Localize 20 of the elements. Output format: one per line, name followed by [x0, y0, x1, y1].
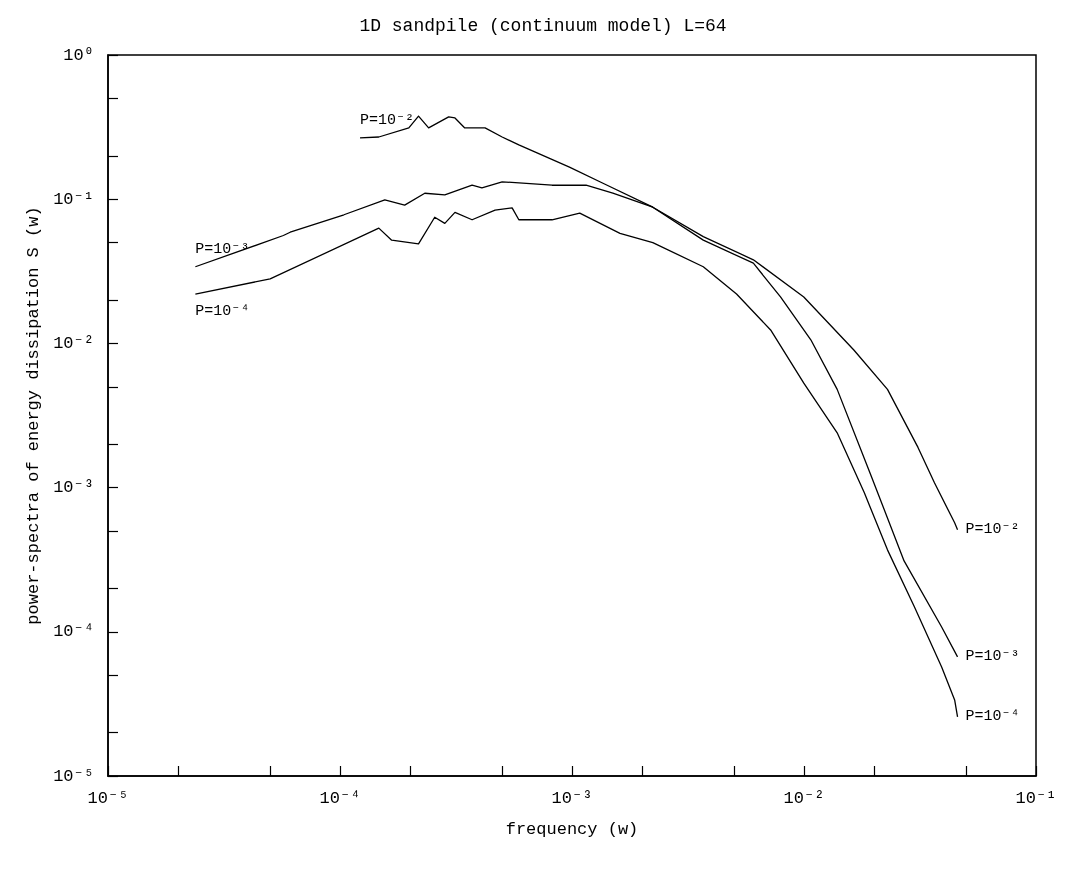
x-tick-label: 10⁻³	[551, 789, 593, 808]
x-tick-label: 10⁻¹	[1015, 789, 1057, 808]
y-tick-label: 10⁻⁴	[53, 622, 94, 642]
series-label: P=10⁻⁴	[965, 708, 1020, 726]
text: P=10⁻³	[965, 648, 1020, 666]
series-label: P=10⁻²	[360, 111, 415, 129]
series-label: P=10⁻³	[195, 240, 250, 258]
y-tick-label: 10⁻⁵	[53, 766, 94, 786]
x-tick-label: 10⁻²	[783, 789, 825, 808]
chart-title: 1D sandpile (continuum model) L=64	[359, 16, 727, 36]
y-tick-label: 10⁻²	[53, 333, 94, 353]
x-tick-label: 10⁻⁵	[87, 789, 129, 808]
y-tick-label: 10⁻³	[53, 478, 94, 498]
x-tick-label: 10⁻⁴	[319, 789, 361, 808]
y-tick-label: 10⁻¹	[53, 189, 94, 209]
y-tick-label: 10⁰	[63, 45, 94, 65]
x-axis-title: frequency (w)	[505, 820, 639, 839]
text: P=10⁻²	[965, 521, 1020, 539]
text: P=10⁻⁴	[195, 303, 250, 321]
y-axis-title: power-spectra of energy dissipation S (w)	[24, 206, 44, 625]
